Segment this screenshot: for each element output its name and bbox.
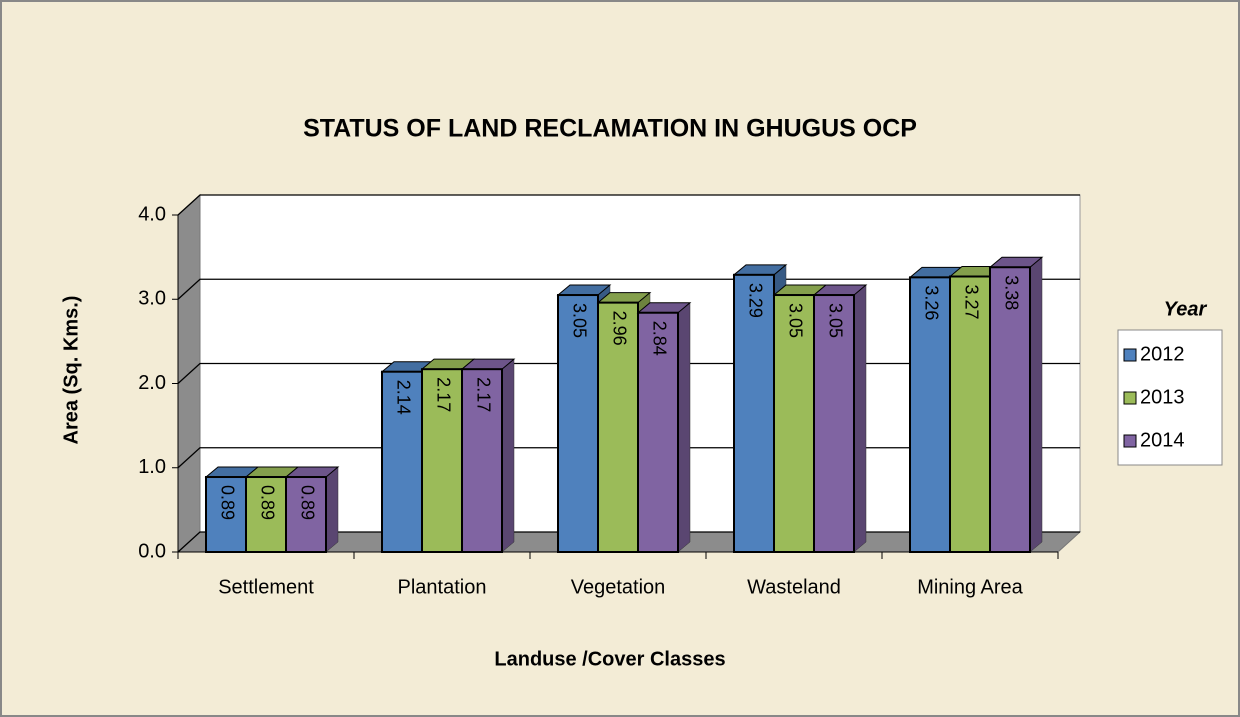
- data-label: 3.38: [1001, 275, 1021, 310]
- bar-side: [1029, 256, 1043, 553]
- chart-title: STATUS OF LAND RECLAMATION IN GHUGUS OCP: [303, 115, 917, 143]
- bar-side: [501, 358, 515, 553]
- y-tick-label: 1.0: [138, 456, 166, 478]
- legend-swatch: [1123, 348, 1137, 362]
- bar-side: [677, 302, 691, 553]
- y-tick-label: 0.0: [138, 540, 166, 562]
- x-tick-label: Wasteland: [747, 576, 841, 598]
- bar: [989, 266, 1031, 553]
- bar: [733, 273, 775, 553]
- legend-swatch: [1123, 434, 1137, 448]
- data-label: 2.17: [473, 377, 493, 412]
- data-label: 3.29: [745, 283, 765, 318]
- bar: [245, 476, 287, 553]
- x-tick-label: Settlement: [218, 576, 314, 598]
- data-label: 0.89: [257, 485, 277, 520]
- data-label: 2.17: [433, 377, 453, 412]
- data-label: 2.14: [393, 380, 413, 415]
- bar: [637, 311, 679, 554]
- grid-line: [177, 194, 1080, 216]
- x-axis-title: Landuse /Cover Classes: [494, 648, 725, 670]
- data-label: 2.84: [649, 321, 669, 356]
- bar: [285, 476, 327, 553]
- data-label: 3.27: [961, 285, 981, 320]
- bar-side: [325, 466, 339, 553]
- bar: [597, 301, 639, 553]
- data-label: 3.05: [825, 303, 845, 338]
- bar-side: [853, 284, 867, 553]
- x-tick-label: Plantation: [398, 576, 487, 598]
- data-label: 3.26: [921, 285, 941, 320]
- x-tick-label: Mining Area: [917, 576, 1023, 598]
- y-tick-label: 2.0: [138, 372, 166, 394]
- bar: [205, 476, 247, 553]
- y-axis-title: Area (Sq. Kms.): [60, 296, 82, 445]
- x-tick-label: Vegetation: [571, 576, 666, 598]
- bar: [381, 370, 423, 553]
- legend-label: 2012: [1140, 343, 1185, 365]
- bar: [813, 294, 855, 553]
- legend-swatch: [1123, 391, 1137, 405]
- data-label: 0.89: [217, 485, 237, 520]
- data-label: 2.96: [609, 311, 629, 346]
- y-tick-label: 3.0: [138, 288, 166, 310]
- legend-label: 2013: [1140, 386, 1185, 408]
- data-label: 3.05: [569, 303, 589, 338]
- bar: [461, 368, 503, 553]
- legend-title: Year: [1164, 298, 1208, 320]
- bar: [773, 294, 815, 553]
- y-tick-label: 4.0: [138, 203, 166, 225]
- data-label: 0.89: [297, 485, 317, 520]
- data-label: 3.05: [785, 303, 805, 338]
- grid-line: [177, 278, 1080, 300]
- legend-label: 2014: [1140, 429, 1185, 451]
